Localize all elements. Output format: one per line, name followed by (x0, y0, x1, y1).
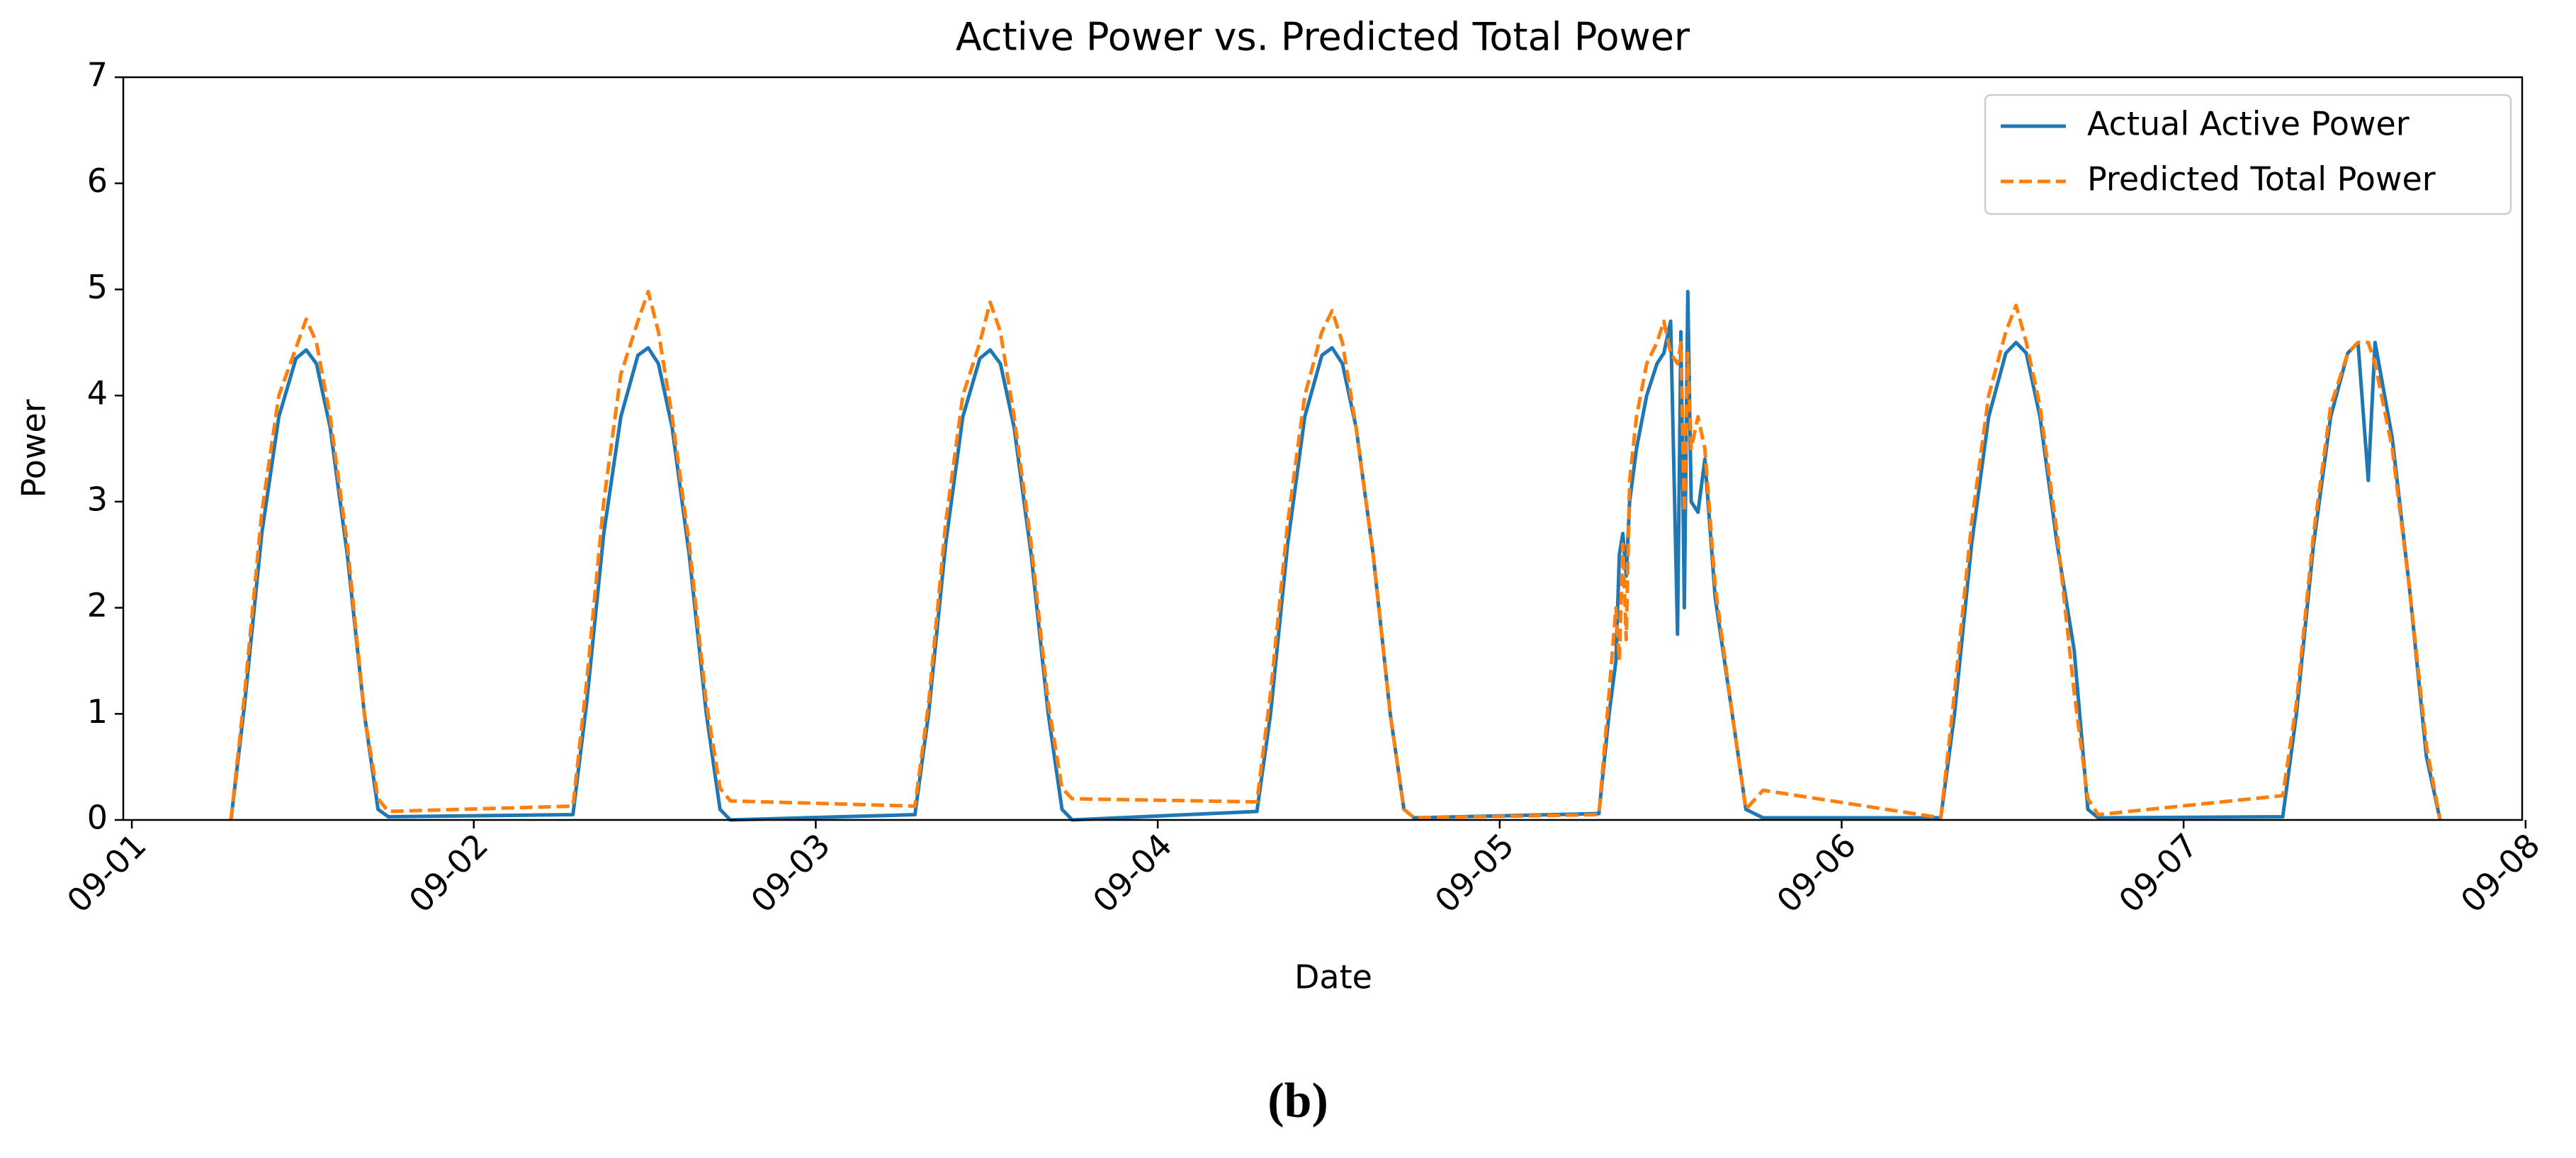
legend-label: Predicted Total Power (2087, 160, 2436, 198)
x-tick-label: 09-04 (1085, 826, 1180, 920)
y-tick-label: 0 (87, 799, 108, 837)
y-tick-label: 5 (87, 268, 108, 306)
x-tick-label: 09-06 (1769, 826, 1863, 920)
x-tick-label: 09-01 (60, 826, 154, 920)
y-tick-label: 2 (87, 586, 108, 624)
x-tick-label: 09-07 (2111, 826, 2205, 920)
y-tick-label: 7 (87, 56, 108, 94)
y-tick-label: 6 (87, 162, 108, 200)
caption: (b) (1267, 1074, 1328, 1128)
chart-title: Active Power vs. Predicted Total Power (956, 15, 1690, 60)
y-axis-label: Power (15, 399, 53, 498)
series-line (229, 289, 2442, 822)
plot-frame (122, 76, 2524, 821)
legend-box (1984, 94, 2512, 215)
y-tick-label: 3 (87, 480, 108, 518)
series-line (229, 289, 2442, 821)
x-tick-label: 09-03 (743, 826, 837, 920)
x-axis-label: Date (1294, 958, 1372, 996)
y-tick-label: 1 (87, 692, 108, 731)
x-tick-label: 09-02 (402, 826, 496, 920)
x-tick-label: 09-05 (1428, 826, 1522, 920)
x-tick-label: 09-08 (2453, 826, 2548, 920)
y-tick-label: 4 (87, 374, 108, 412)
legend-label: Actual Active Power (2087, 105, 2410, 143)
